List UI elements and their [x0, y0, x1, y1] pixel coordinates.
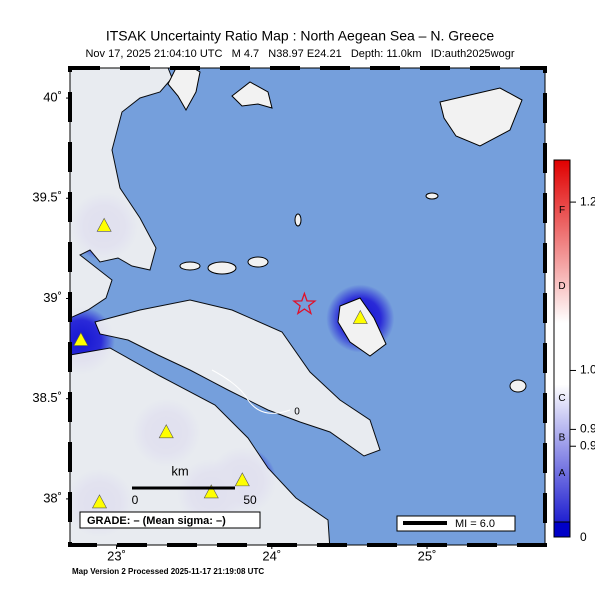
grade-box	[79, 511, 261, 529]
colorbar-tick-label: 0.9	[580, 422, 595, 436]
colorbar-tick-label: 1.2	[580, 194, 595, 208]
station	[91, 494, 107, 509]
map-area	[70, 68, 545, 545]
legend-box	[396, 515, 516, 532]
grade-letter: F	[559, 205, 565, 216]
land	[231, 81, 273, 109]
land	[337, 297, 387, 357]
grade: GRADE: – (Mean sigma: –)	[87, 515, 226, 527]
scale-start: 0	[132, 493, 139, 507]
island	[247, 256, 269, 268]
colorbar-tick-label: 0.9	[580, 438, 595, 452]
lat-tick-label: 38.5˚	[32, 390, 62, 405]
land	[70, 68, 173, 319]
grade-letter: D	[558, 281, 565, 292]
grade-letter: C	[558, 393, 565, 404]
colorbar-tick-label: 1.0	[580, 363, 595, 377]
stations	[73, 217, 368, 509]
map-border	[69, 67, 546, 546]
land	[70, 347, 331, 545]
contour-label: 0	[294, 407, 300, 418]
station	[73, 331, 89, 346]
title: ITSAK Uncertainty Ratio Map : North Aege…	[106, 28, 495, 44]
lat-tick-label: 39˚	[43, 290, 62, 305]
island	[509, 379, 527, 393]
epicenter	[292, 291, 317, 315]
colorbar-below-label: 0	[580, 530, 587, 544]
legend: MI = 6.0	[455, 518, 495, 530]
axes: 23˚ 24˚ 25˚ 40˚ 39.5˚ 39˚ 38.5˚ 38˚	[32, 90, 436, 564]
station	[158, 424, 174, 439]
island	[207, 261, 237, 275]
station	[234, 472, 250, 487]
grade-letter: A	[559, 468, 566, 479]
island	[179, 261, 201, 271]
grade-letter: B	[559, 432, 566, 443]
land	[439, 87, 523, 147]
lat-tick-label: 38˚	[43, 490, 62, 505]
subtitle: Nov 17, 2025 21:04:10 UTC M 4.7 N38.97 E…	[85, 48, 514, 60]
lon-tick-label: 25˚	[418, 548, 437, 563]
scale-unit: km	[171, 463, 188, 478]
contour	[211, 369, 291, 414]
lat-tick-label: 40˚	[43, 90, 62, 105]
lat-tick-label: 39.5˚	[32, 190, 62, 205]
station	[96, 217, 112, 232]
footer: Map Version 2 Processed 2025-11-17 21:19…	[72, 567, 264, 576]
lon-tick-label: 23˚	[107, 548, 126, 563]
station	[352, 309, 368, 324]
station	[203, 484, 219, 499]
scale-end: 50	[243, 493, 257, 507]
island	[425, 192, 439, 200]
land	[167, 68, 201, 112]
colorbar-below	[553, 521, 571, 538]
land	[94, 299, 381, 457]
lon-tick-label: 24˚	[262, 548, 281, 563]
island	[294, 213, 302, 227]
